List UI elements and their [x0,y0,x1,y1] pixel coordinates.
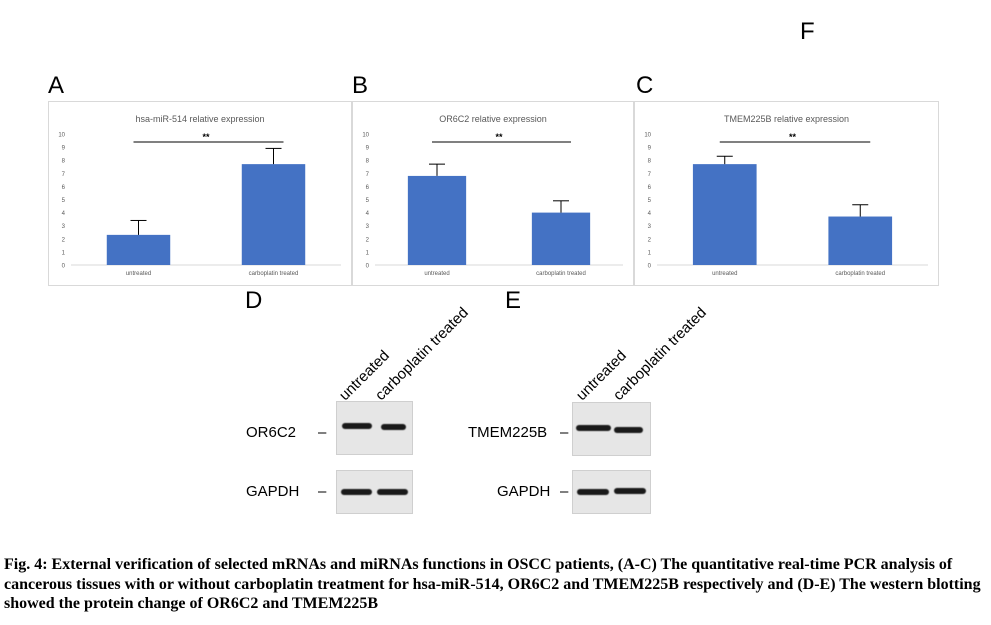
band [614,488,646,494]
bar [828,216,893,265]
panel-letter-d: D [245,287,263,314]
chart-title: OR6C2 relative expression [439,114,547,124]
chart-title: TMEM225B relative expression [723,114,850,124]
x-tick-label: untreated [712,271,737,277]
y-tick-label: 1 [366,250,370,256]
y-tick-label: 2 [366,237,370,243]
x-tick-label: carboplatin treated [249,271,299,277]
y-tick-label: 2 [648,237,652,243]
chart-b: OR6C2 relative expression 0 1 2 3 4 5 6 7 8 9 10 un… [352,101,634,286]
blot-d-protein-label: OR6C2 [246,424,297,441]
y-tick-label: 8 [366,159,370,165]
y-tick-label: 9 [648,146,652,152]
significance-label: ** [789,132,797,142]
band [342,423,372,429]
blot-e-protein-blot [572,402,651,456]
bar [106,234,171,265]
y-tick-label: 1 [648,250,652,256]
figure-caption: Fig. 4: External verification of selecte… [4,556,981,612]
blot-d-control-marker: – [318,483,327,500]
chart-c-plot: 0 1 2 3 4 5 6 7 8 9 10 untreated carboplatin treated… [644,132,928,277]
y-tick-label: 5 [62,198,66,204]
y-tick-label: 10 [644,133,651,139]
x-tick-label: untreated [424,271,449,277]
x-tick-label: carboplatin treated [835,271,885,277]
y-tick-label: 9 [366,146,370,152]
y-tick-label: 8 [62,159,66,165]
significance-label: ** [495,132,503,142]
chart-a: hsa-miR-514 relative expression 0 1 2 3 4 5 6 7… [48,101,352,286]
y-tick-label: 6 [648,185,652,191]
y-tick-label: 7 [366,172,370,178]
significance-label: ** [202,132,210,142]
panel-letter-e: E [505,287,522,314]
y-tick-label: 0 [62,264,66,270]
y-tick-label: 7 [648,172,652,178]
panel-letter-c: C [636,72,654,99]
chart-title: hsa-miR-514 relative expression [135,114,265,124]
blot-d-control-blot [336,470,413,514]
bar [531,212,591,265]
band [381,424,406,430]
band [341,489,372,495]
band [576,425,611,431]
y-tick-label: 9 [62,146,66,152]
x-tick-label: carboplatin treated [536,271,586,277]
blot-e-protein-marker: – [560,424,569,441]
y-tick-label: 5 [648,198,652,204]
y-tick-label: 3 [648,224,652,230]
y-tick-label: 6 [366,185,370,191]
y-tick-label: 3 [62,224,66,230]
y-tick-label: 10 [58,133,65,139]
blot-e-protein-label: TMEM225B [468,424,548,441]
panel-letter-a: A [48,72,65,99]
chart-b-plot: 0 1 2 3 4 5 6 7 8 9 10 untreated carboplatin treated… [362,132,623,277]
chart-c: TMEM225B relative expression 0 1 2 3 4 5 6 7 8 9 1… [634,101,939,286]
band [614,427,643,433]
y-tick-label: 0 [648,264,652,270]
panel-letter-b: B [352,72,369,99]
y-tick-label: 8 [648,159,652,165]
y-tick-label: 7 [62,172,66,178]
band [577,489,609,495]
y-tick-label: 3 [366,224,370,230]
y-tick-label: 4 [366,211,370,217]
y-tick-label: 0 [366,264,370,270]
x-tick-label: untreated [126,271,151,277]
band [377,489,408,495]
y-tick-label: 10 [362,133,369,139]
chart-a-plot: 0 1 2 3 4 5 6 7 8 9 10 untreated carboplatin treated… [58,132,341,277]
blot-d-protein-marker: – [318,424,327,441]
blot-d-protein-blot [336,401,413,455]
y-tick-label: 5 [366,198,370,204]
panel-letter-f: F [800,18,815,45]
bar [692,164,757,265]
y-tick-label: 4 [648,211,652,217]
y-tick-label: 2 [62,237,66,243]
blot-e-control-label: GAPDH [497,483,551,500]
y-tick-label: 1 [62,250,66,256]
bar [241,164,306,265]
blot-e-control-blot [572,470,651,514]
y-tick-label: 4 [62,211,66,217]
bar [407,175,467,265]
blot-d-control-label: GAPDH [246,483,300,500]
y-tick-label: 6 [62,185,66,191]
blot-e-control-marker: – [560,483,569,500]
